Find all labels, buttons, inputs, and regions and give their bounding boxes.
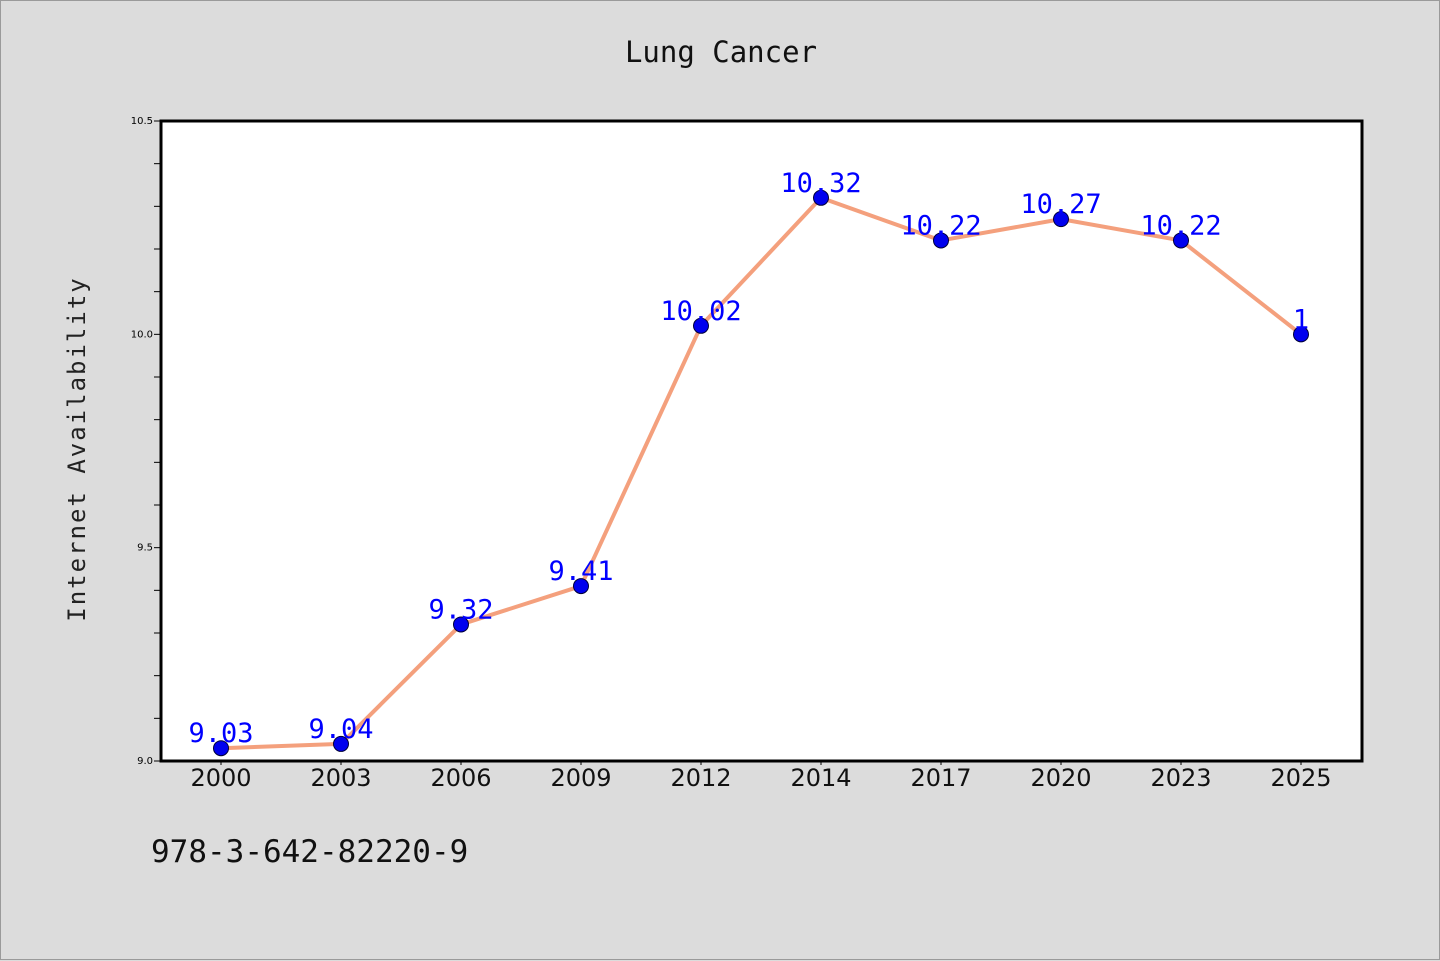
y-tick-label: 10.5 [131,116,153,127]
data-point [693,317,709,334]
data-point [813,189,829,206]
data-point [453,616,469,633]
series-line [219,195,1303,751]
data-point [333,735,349,752]
x-tick-label: 2006 [430,764,491,792]
data-label: 10.32 [780,168,861,199]
x-tick-label: 2014 [790,764,851,792]
x-tick-label: 2020 [1030,764,1091,792]
x-tick-label: 2003 [310,764,371,792]
data-label: 10.22 [1140,210,1221,241]
x-tick-label: 2017 [910,764,971,792]
data-point [1173,232,1189,249]
footnote-isbn: 978-3-642-82220-9 [151,834,469,870]
chart-title: Lung Cancer [624,35,818,69]
data-point [1053,211,1069,228]
data-label: 10.27 [1020,189,1101,220]
data-point [933,232,949,249]
data-label: 9.03 [188,718,253,749]
y-tick-label: 10.0 [131,329,153,340]
y-tick-label: 9.5 [137,543,153,554]
data-label: 9.04 [308,714,373,745]
plot-area [159,119,1364,763]
data-point [573,578,589,595]
y-tick-label: 9.0 [137,756,153,767]
x-tick-label: 2012 [670,764,731,792]
data-label: 1 [1293,304,1309,335]
x-tick-label: 2009 [550,764,611,792]
x-tick-label: 2000 [190,764,251,792]
data-label: 10.22 [900,210,981,241]
data-point [1293,326,1309,343]
x-tick-label: 2023 [1150,764,1211,792]
data-label: 9.41 [548,556,613,587]
data-label: 9.32 [428,594,493,625]
x-tick-label: 2025 [1270,764,1331,792]
data-label: 10.02 [660,296,741,327]
data-point [213,740,229,757]
